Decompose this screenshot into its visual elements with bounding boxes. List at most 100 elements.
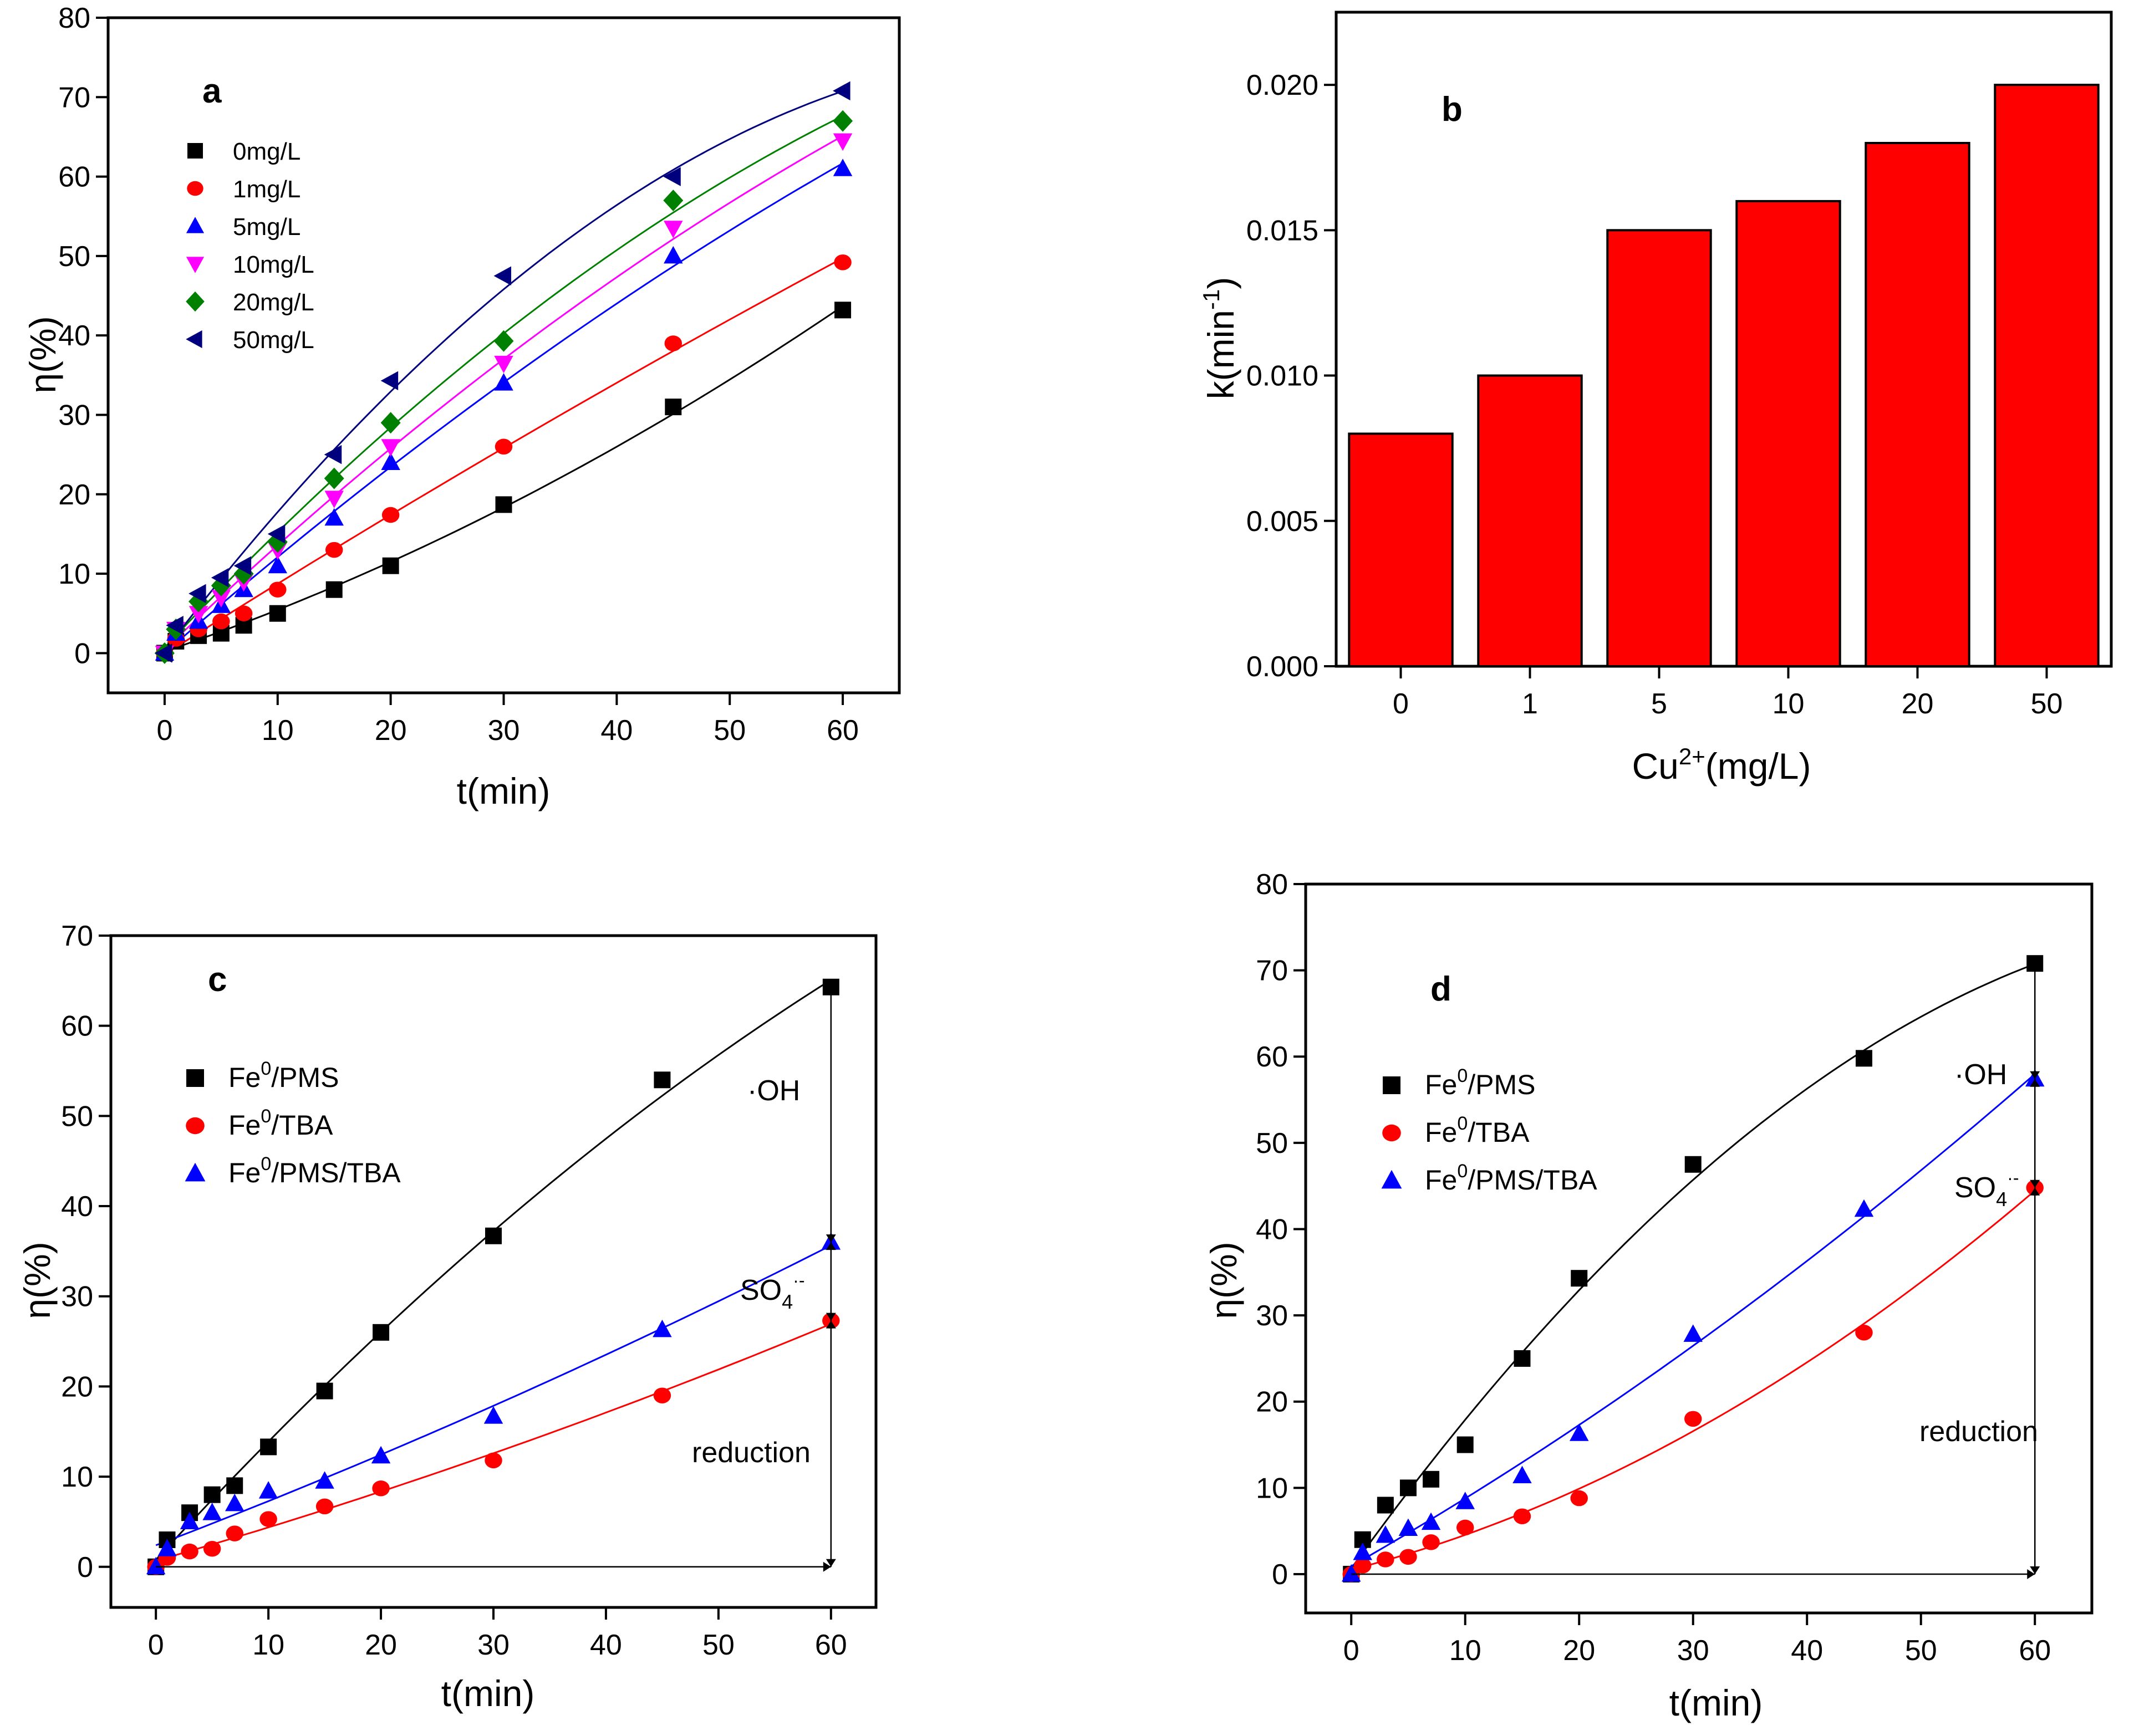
panel-a-series-1-point	[269, 581, 287, 598]
panel-a-x-tick-label: 40	[600, 714, 633, 747]
panel-a-y-tick-label: 30	[58, 399, 90, 431]
panel-b-y-title-sup: -1	[1198, 289, 1224, 310]
panel-d-series-2-point	[1341, 1564, 1361, 1582]
panel-b-bar-5	[1606, 229, 1712, 668]
panel-c-x-tick-label: 40	[590, 1629, 622, 1661]
panel-c-legend-marker-0	[186, 1069, 204, 1087]
panel-d-y-tick-label: 80	[1256, 869, 1288, 901]
panel-a-series-5-point	[189, 584, 206, 604]
panel-a-series-0-point	[834, 302, 852, 319]
panel-a-series-3-point	[211, 590, 231, 608]
panel-c-so4-sub: 4	[782, 1290, 793, 1313]
panel-c-series-0-point	[316, 1382, 333, 1400]
panel-c-y-tick-label: 60	[61, 1010, 93, 1043]
panel-a-label: a	[202, 72, 222, 110]
panel-c-so4-arrow-head-top	[826, 1242, 836, 1250]
panel-c-so4-base: SO	[740, 1274, 782, 1306]
panel-a-x-tick-label: 60	[827, 714, 859, 747]
panel-d-y-axis-title: η(%)	[1203, 1242, 1244, 1319]
panel-d-plot-frame	[1304, 882, 2094, 1615]
panel-c-y-axis-title: η(%)	[17, 1242, 58, 1319]
panel-b-y-axis-title: k(min-1)	[1198, 277, 1241, 400]
panel-b-x-title-tail: (mg/L)	[1705, 746, 1811, 787]
panel-d-series-2-point	[1376, 1525, 1395, 1543]
panel-c-series-2-point	[157, 1539, 177, 1556]
panel-a-series-4-point	[833, 110, 853, 132]
panel-b-x-tick-label: 20	[1902, 688, 1934, 720]
panel-c-y-tick-label: 10	[61, 1461, 93, 1493]
panel-d-x-tick-label: 10	[1449, 1635, 1481, 1667]
panel-d-series-1-point	[1422, 1534, 1440, 1550]
panel-d-legend-label-base: Fe	[1425, 1117, 1457, 1148]
panel-a-series-1-point	[834, 254, 852, 270]
panel-a-legend-marker-4	[186, 291, 205, 312]
panel-a-series-5-point	[380, 371, 399, 391]
panel-d-series-0-point	[1684, 1156, 1702, 1173]
panel-d-x-tick-label: 0	[1343, 1635, 1359, 1667]
panel-d-series-1-point	[1570, 1490, 1588, 1507]
panel-d-legend-label-tail: /TBA	[1468, 1117, 1530, 1148]
panel-d-series-2-point	[1569, 1423, 1589, 1441]
panel-a-series-3-point	[664, 221, 683, 238]
panel-d-legend-label-0: Fe0/PMS	[1425, 1065, 1536, 1100]
panel-b-x-title-base: Cu	[1632, 746, 1679, 787]
panel-d-series-2-point	[1353, 1543, 1373, 1560]
panel-d-series-1-point	[1399, 1549, 1417, 1565]
panel-c-series-2-point	[180, 1512, 200, 1529]
panel-d-series-1-point	[1377, 1551, 1394, 1567]
panel-a-series-0-point	[495, 496, 512, 513]
panel-d-y-tick-label: 50	[1256, 1127, 1288, 1160]
panel-c-series-1-point	[485, 1452, 502, 1469]
panel-a-series-3-point	[833, 133, 853, 151]
panel-c-series-1-point	[226, 1525, 243, 1541]
panel-b-bar-20	[1865, 142, 1970, 667]
panel-a-series-3-point	[381, 439, 400, 457]
panel-a-series-4-point	[380, 412, 401, 434]
panel-c-series-1-point	[315, 1498, 334, 1515]
panel-c-series-2-point	[653, 1319, 672, 1337]
panel-d-x-tick-label: 50	[1905, 1635, 1937, 1667]
panel-d-series-0-point	[1855, 1050, 1872, 1067]
panel-b-bar-0	[1348, 432, 1454, 667]
panel-b-x-tick-label: 10	[1773, 688, 1805, 720]
panel-c-legend-label-base: Fe	[228, 1062, 261, 1093]
panel-a-series-5-point	[663, 167, 681, 186]
panel-d-oh-arrow-head-bottom	[2030, 1071, 2040, 1079]
panel-c-series-1-point	[181, 1543, 198, 1560]
panel-d-chart: d t(min) η(%) 0 10 20 30 40 50 600102030405060…	[1203, 869, 2094, 1723]
panel-c-y-tick-label: 50	[61, 1100, 93, 1132]
panel-d-y-tick-label: 30	[1256, 1300, 1288, 1332]
panel-a-series-2-point	[833, 159, 853, 176]
panel-c-reduction-arrow-head-bottom	[826, 1559, 836, 1567]
panel-a-series-1-point	[664, 335, 682, 351]
panel-d-series-2-point	[1683, 1324, 1703, 1342]
panel-b-chart: b 0.000 0.005 0.010 0.015 0.020 0 1 5 10 20 50 Cu2…	[1198, 11, 2113, 787]
panel-c-y-tick-label: 0	[77, 1551, 93, 1584]
panel-c-series-0-point	[654, 1071, 671, 1089]
panel-d-so4-arrow-head-top	[2030, 1079, 2040, 1087]
panel-d-series-0-point	[1423, 1471, 1440, 1488]
panel-a-series-1-point	[495, 438, 513, 455]
panel-d-so4-sub: 4	[1996, 1188, 2007, 1211]
panel-d-legend-label-tail: /PMS	[1468, 1069, 1535, 1100]
panel-b-x-axis-title: Cu2+(mg/L)	[1632, 743, 1811, 787]
panel-b-y-tick-label: 0.020	[1246, 69, 1318, 101]
panel-c-so4-sup: ·-	[793, 1270, 804, 1290]
panel-a-legend-label-5: 50mg/L	[233, 326, 314, 354]
panel-b-y-tick-label: 0.005	[1246, 506, 1318, 538]
panel-a-series-3-point	[494, 355, 513, 374]
panel-a-series-1-point	[235, 605, 253, 621]
panel-a-legend-marker-0	[187, 143, 203, 159]
panel-d-so4-arrow-head-bottom	[2030, 1180, 2040, 1188]
panel-b-y-tick-label: 0.000	[1246, 651, 1318, 683]
panel-d-legend-label-base: Fe	[1425, 1069, 1457, 1100]
panel-d-x-tick-label: 20	[1563, 1635, 1595, 1667]
panel-d-oh-arrow-head-top	[2030, 963, 2040, 972]
panel-c-so4-arrow-head-bottom	[826, 1313, 836, 1321]
panel-c-series-0-point	[260, 1438, 277, 1456]
panel-c-legend-label-2: Fe0/PMS/TBA	[228, 1153, 401, 1188]
panel-a-series-2-point	[664, 246, 683, 264]
panel-c-legend-label-tail: /PMS/TBA	[271, 1157, 401, 1188]
panel-c-reduction-arrow-head-top	[826, 1320, 836, 1329]
